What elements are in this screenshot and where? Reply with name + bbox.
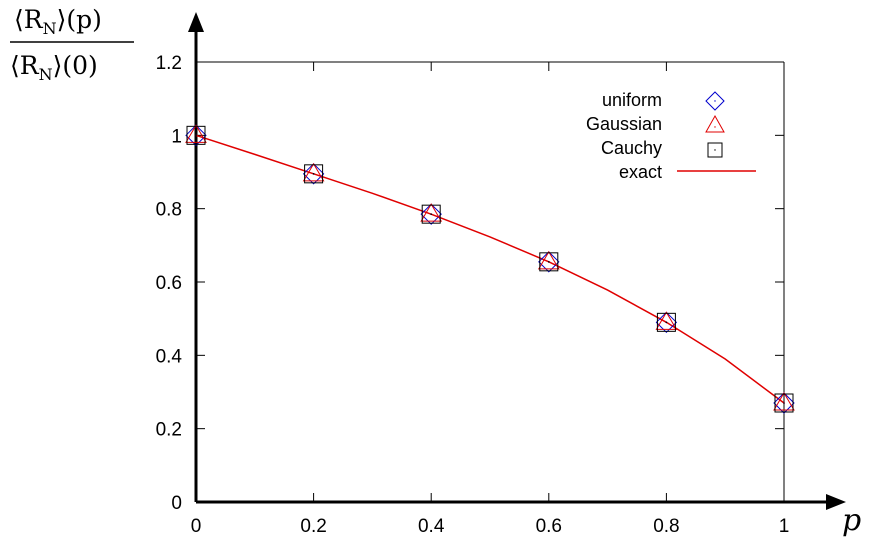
y-tick-label: 0.6 [156, 273, 182, 294]
marker-cauchy [539, 252, 559, 272]
y-axis-arrow [188, 12, 204, 32]
y-label-denominator: ⟨RN⟩(0) [10, 51, 98, 84]
x-tick-label: 0 [191, 516, 202, 537]
y-label-num-tail: ⟩(p) [57, 5, 102, 34]
y-label-den-sub: N [39, 65, 53, 84]
x-tick-label: 0.2 [300, 516, 326, 537]
legend-label-cauchy: Cauchy [601, 138, 662, 158]
y-label-den-head: ⟨R [10, 51, 40, 80]
x-tick-label: 0.8 [653, 516, 679, 537]
y-tick-label: 1 [171, 126, 182, 147]
y-axis-label: ⟨RN⟩(p) ⟨RN⟩(0) [10, 5, 134, 84]
axes [188, 12, 846, 510]
marker-cauchy [421, 204, 441, 224]
y-label-numerator: ⟨RN⟩(p) [14, 5, 102, 38]
marker-cauchy [774, 393, 794, 413]
x-tick-label: 0.4 [418, 516, 445, 537]
marker-gaussian [302, 162, 325, 182]
marker-gaussian [420, 203, 443, 222]
y-tick-label: 0.2 [156, 420, 182, 441]
marker-cauchy [304, 164, 324, 184]
exact-line [195, 134, 785, 404]
y-tick-label: 0 [171, 493, 182, 514]
legend-marker-cauchy [707, 142, 723, 158]
y-label-num-head: ⟨R [14, 5, 44, 34]
legend-label-uniform: uniform [602, 90, 662, 110]
data-markers [185, 124, 795, 414]
x-tick-label: 0.6 [536, 516, 562, 537]
legend: uniform Gaussian Cauchy exact [586, 90, 756, 182]
legend-label-gaussian: Gaussian [586, 114, 662, 134]
marker-gaussian [537, 250, 560, 270]
y-label-num-sub: N [43, 19, 57, 38]
ticks [196, 61, 784, 502]
tick-labels: 0 0.2 0.4 0.6 0.8 1 0 0.2 0.4 0.6 0.8 1 1.2 [156, 53, 790, 537]
y-tick-label: 0.4 [156, 346, 183, 367]
marker-cauchy [656, 312, 676, 332]
x-axis-arrow [826, 494, 846, 510]
x-axis-label: p [842, 503, 861, 538]
y-tick-label: 0.8 [156, 200, 182, 221]
plot-frame [196, 61, 785, 502]
legend-label-exact: exact [619, 162, 662, 182]
exact-curve [195, 134, 785, 404]
y-tick-label: 1.2 [156, 53, 182, 74]
y-label-den-tail: ⟩(0) [53, 51, 98, 80]
x-tick-label: 1 [779, 516, 790, 537]
legend-marker-gaussian [705, 114, 725, 133]
marker-cauchy [186, 125, 206, 145]
legend-marker-uniform [705, 91, 725, 111]
